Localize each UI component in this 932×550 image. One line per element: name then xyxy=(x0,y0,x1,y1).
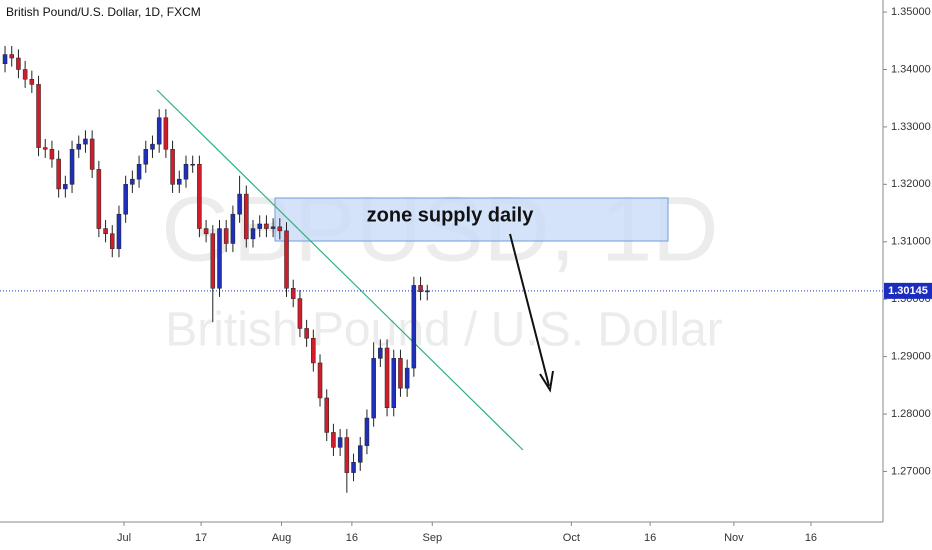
y-tick-label: 1.31000 xyxy=(891,236,931,248)
x-tick-label: Nov xyxy=(724,532,744,544)
x-tick-label: 17 xyxy=(195,532,207,544)
candle-body xyxy=(69,149,75,185)
candle-body xyxy=(156,117,162,145)
candle-body xyxy=(264,223,269,229)
candle-body xyxy=(357,445,363,463)
y-tick-label: 1.28000 xyxy=(891,408,931,420)
x-tick-label: 16 xyxy=(805,532,817,544)
candle-body xyxy=(123,184,128,215)
candle-body xyxy=(371,358,376,419)
watermark-subtitle: British Pound / U.S. Dollar xyxy=(165,304,723,357)
candle-body xyxy=(418,285,423,292)
supply-zone xyxy=(274,197,669,242)
y-tick-label: 1.29000 xyxy=(891,351,931,363)
last-price-label: 1.30145 xyxy=(888,285,928,297)
candle-body xyxy=(384,347,390,408)
candle-body xyxy=(163,117,169,150)
candle-body xyxy=(2,54,8,64)
candle-body xyxy=(351,462,356,473)
y-tick-label: 1.27000 xyxy=(891,465,931,477)
candle-body xyxy=(170,149,175,185)
candle-body xyxy=(270,226,276,229)
candle-body xyxy=(364,417,370,446)
candle-body xyxy=(177,178,182,185)
candle-body xyxy=(331,432,336,448)
candle-body xyxy=(297,298,303,329)
candle-body xyxy=(29,78,35,85)
candle-body xyxy=(277,226,283,232)
candle-body xyxy=(311,337,316,364)
candle-body xyxy=(317,362,323,399)
candle-body xyxy=(337,437,343,448)
x-tick-label: 16 xyxy=(644,532,656,544)
trend-line xyxy=(156,89,524,451)
y-tick-label: 1.33000 xyxy=(891,121,931,133)
candle-body xyxy=(217,228,222,289)
candle-body xyxy=(143,149,149,165)
candle-body xyxy=(136,163,142,180)
x-tick-label: Oct xyxy=(563,532,580,544)
last-price-tag xyxy=(884,282,932,299)
candle-body xyxy=(304,328,309,339)
candles xyxy=(2,45,430,493)
x-tick-label: 16 xyxy=(346,532,358,544)
chart-title: British Pound/U.S. Dollar, 1D, FXCM xyxy=(6,5,201,19)
y-tick-label: 1.35000 xyxy=(891,6,931,18)
candle-body xyxy=(130,178,135,185)
y-tick-label: 1.34000 xyxy=(891,63,931,75)
candle-body xyxy=(22,69,28,80)
candle-body xyxy=(344,437,350,473)
candle-body xyxy=(9,54,14,59)
candle-body xyxy=(244,193,249,240)
candle-body xyxy=(210,233,216,289)
candle-body xyxy=(230,213,236,244)
x-tick-label: Aug xyxy=(272,532,292,544)
candle-body xyxy=(411,285,417,369)
candle-body xyxy=(324,397,329,433)
candle-body xyxy=(237,193,242,215)
candle-body xyxy=(250,228,256,240)
candle-body xyxy=(197,163,202,229)
candle-body xyxy=(42,147,48,150)
x-tick-label: Jul xyxy=(117,532,131,544)
candle-body xyxy=(257,223,262,229)
candle-body xyxy=(116,213,122,249)
candle-body xyxy=(223,228,229,244)
candle-body xyxy=(378,347,383,359)
candle-body xyxy=(83,138,88,145)
candle-body xyxy=(290,288,296,299)
candle-body xyxy=(16,57,21,70)
arrow-head xyxy=(539,370,554,393)
candle-body xyxy=(89,138,95,170)
candle-body xyxy=(49,149,55,160)
candle-body xyxy=(63,184,68,190)
candle-body xyxy=(424,290,430,293)
candle-body xyxy=(398,358,403,389)
candle-body xyxy=(183,163,189,180)
candle-body xyxy=(36,84,41,148)
annotation: zone supply daily xyxy=(367,204,535,226)
candle-body xyxy=(203,228,209,234)
candle-body xyxy=(103,228,108,234)
candle-body xyxy=(150,143,155,150)
candle-body xyxy=(391,358,397,408)
candle-body xyxy=(96,169,102,229)
candle-body xyxy=(404,367,410,389)
x-tick-label: Sep xyxy=(422,532,442,544)
arrow-shaft xyxy=(509,233,550,387)
candle-body xyxy=(56,158,61,190)
candle-body xyxy=(76,143,82,150)
candle-body xyxy=(109,233,115,249)
candle-body xyxy=(284,230,289,289)
candle-body xyxy=(190,163,195,166)
y-tick-label: 1.32000 xyxy=(891,178,931,190)
